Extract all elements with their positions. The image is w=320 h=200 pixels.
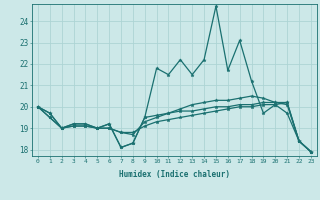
X-axis label: Humidex (Indice chaleur): Humidex (Indice chaleur) — [119, 170, 230, 179]
